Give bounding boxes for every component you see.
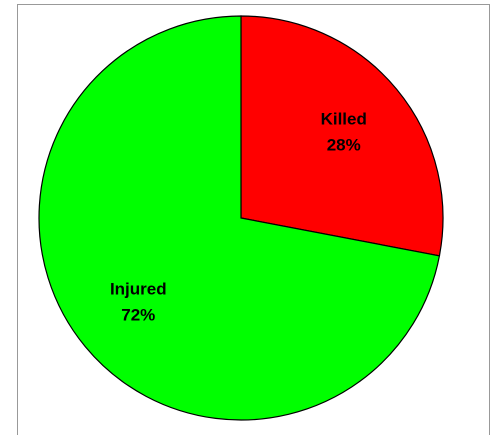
pie-slice [240,15,444,257]
slice-label: Killed [321,110,367,129]
chart-frame [17,4,490,435]
slice-value-label: 28% [327,136,361,155]
pie-slice [38,15,441,421]
slice-label: Injured [110,279,167,298]
slice-value-label: 72% [121,305,155,324]
